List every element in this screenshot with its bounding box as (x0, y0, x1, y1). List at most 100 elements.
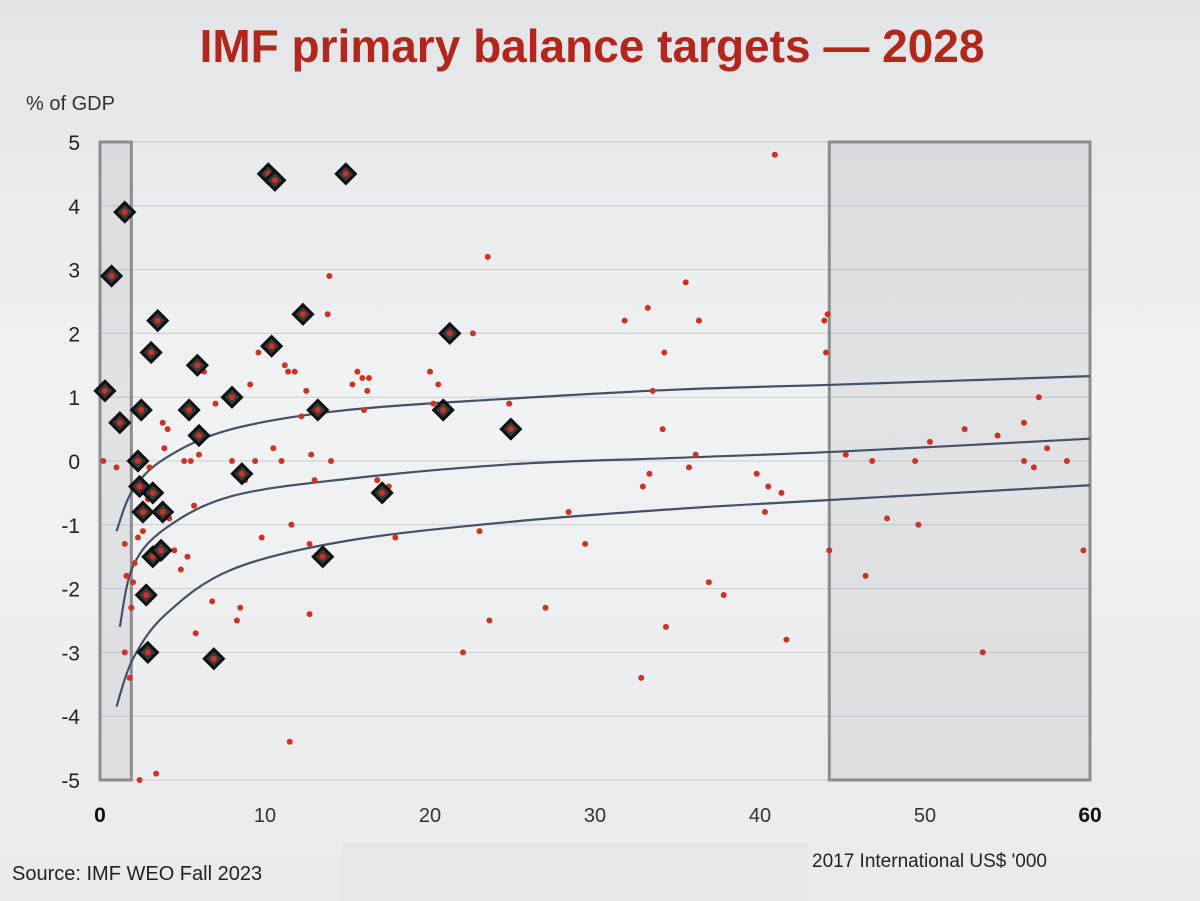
highlighted-point-dot (149, 553, 156, 560)
highlighted-point-dot (159, 509, 166, 516)
y-tick-label: -5 (61, 770, 80, 793)
data-point (258, 534, 265, 541)
data-point (869, 458, 876, 464)
data-point (121, 540, 128, 547)
highlighted-point-dot (139, 509, 146, 516)
highlighted-point-dot (154, 317, 161, 324)
data-point (328, 458, 334, 464)
data-point (298, 413, 305, 420)
data-point (649, 387, 656, 394)
highlighted-point-dot (210, 655, 217, 662)
data-point (281, 362, 288, 369)
data-point (979, 649, 986, 656)
data-point (430, 400, 437, 407)
data-point (842, 451, 849, 458)
data-point (926, 438, 933, 445)
highlighted-point-dot (268, 343, 275, 350)
highlighted-point-dot (440, 406, 447, 413)
data-point (187, 458, 194, 464)
data-point (123, 572, 130, 579)
data-point (364, 387, 371, 394)
data-point (621, 317, 628, 324)
data-point (349, 381, 356, 388)
data-point (1035, 394, 1042, 401)
data-point (311, 477, 318, 484)
data-point (191, 502, 198, 509)
data-point (247, 381, 254, 388)
highlighted-point-dot (186, 406, 193, 413)
data-point (286, 738, 293, 745)
data-point (476, 528, 483, 535)
chart-title: IMF primary balance targets — 2028 (200, 20, 985, 72)
data-point (354, 368, 361, 375)
data-point (306, 540, 313, 547)
highlighted-point-dot (342, 170, 349, 177)
data-point (308, 451, 315, 458)
data-point (427, 368, 433, 375)
x-tick-label: 10 (254, 805, 276, 827)
x-tick-label: 0 (94, 804, 106, 827)
data-point (130, 579, 136, 586)
data-point (113, 464, 120, 471)
data-point (196, 451, 202, 458)
data-point (638, 674, 645, 681)
data-point (209, 598, 216, 605)
data-point (306, 611, 313, 618)
data-point (682, 279, 689, 286)
data-point (435, 381, 442, 388)
shaded-region (827, 140, 1092, 782)
data-point (100, 458, 107, 464)
x-tick-labels: 0 10 20 30 40 50 60 (94, 804, 1102, 827)
data-point (136, 777, 143, 783)
data-point (1044, 445, 1051, 452)
data-point (644, 304, 651, 311)
y-tick-label: 2 (68, 323, 80, 346)
data-point (237, 604, 244, 611)
data-point (159, 419, 166, 426)
trend-curve-middle (118, 437, 1091, 628)
data-point (460, 649, 466, 656)
data-point (192, 630, 199, 637)
highlighted-point-dot (108, 272, 115, 279)
y-tick-label: -2 (61, 579, 80, 602)
highlighted-point-dot (194, 362, 201, 369)
highlighted-point-dot (229, 394, 235, 401)
data-point (128, 604, 135, 611)
highlighted-point-dot (144, 649, 151, 656)
data-point (177, 566, 184, 573)
highlighted-point-dot (138, 406, 145, 413)
y-tick-label: -3 (61, 642, 80, 665)
data-point (639, 483, 646, 490)
highlighted-point-dot (379, 489, 386, 496)
highlighted-point-dot (149, 489, 156, 496)
highlighted-point-dot (158, 547, 165, 554)
data-point (139, 528, 146, 535)
highlighted-point-dot (101, 387, 108, 394)
data-point (161, 445, 168, 452)
data-point (361, 406, 367, 413)
data-point (270, 445, 277, 452)
scatter-points (93, 151, 1087, 783)
data-point (484, 253, 491, 260)
highlighted-point-dot (314, 406, 321, 413)
y-tick-label: 4 (68, 196, 80, 219)
data-point (761, 509, 768, 516)
highlighted-point-dot (507, 426, 514, 433)
data-point (994, 432, 1001, 439)
x-axis-label: 2017 International US$ '000 (812, 851, 1047, 872)
data-point (469, 330, 476, 337)
x-tick-label: 20 (419, 805, 441, 827)
data-point (184, 553, 191, 560)
data-point (961, 426, 968, 433)
data-point (884, 515, 891, 522)
data-point (542, 604, 549, 611)
highlighted-point-dot (271, 177, 278, 184)
y-tick-label: 3 (68, 260, 80, 283)
data-point (915, 521, 922, 528)
highlighted-point-dot (116, 419, 123, 426)
highlighted-point-dot (446, 330, 453, 337)
data-point (285, 368, 292, 375)
data-point (181, 458, 188, 464)
data-point (826, 547, 833, 554)
